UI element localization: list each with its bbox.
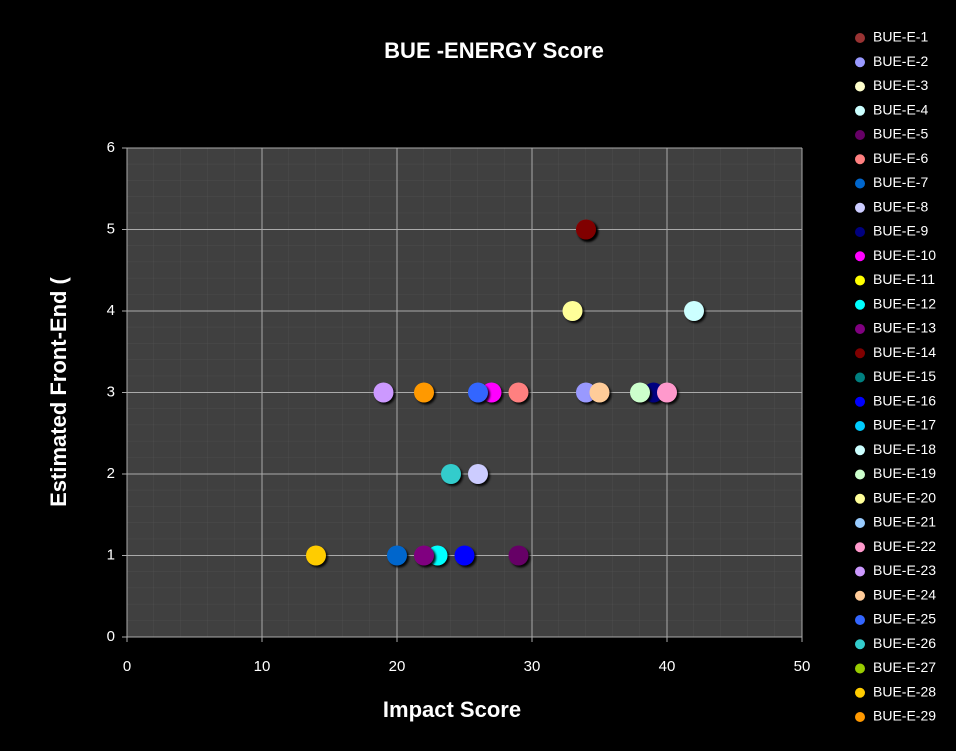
legend-label: BUE-E-13 (873, 320, 936, 336)
legend-label: BUE-E-19 (873, 465, 936, 481)
y-tick-label: 6 (107, 139, 115, 156)
legend-label: BUE-E-10 (873, 247, 936, 263)
marker (414, 545, 434, 566)
legend-label: BUE-E-9 (873, 223, 928, 239)
y-tick-label: 0 (107, 628, 115, 645)
legend-marker (855, 105, 865, 116)
legend-label: BUE-E-24 (873, 586, 936, 602)
legend-label: BUE-E-22 (873, 538, 936, 554)
y-tick-label: 2 (107, 465, 115, 482)
marker (589, 382, 610, 403)
legend-label: BUE-E-6 (873, 150, 928, 166)
legend-marker (855, 324, 865, 334)
y-tick-label: 5 (107, 220, 115, 237)
legend-label: BUE-E-3 (873, 77, 928, 93)
legend-marker (855, 178, 865, 189)
legend-label: BUE-E-29 (873, 708, 936, 724)
legend-label: BUE-E-28 (873, 683, 936, 699)
x-tick-label: 30 (524, 658, 541, 675)
legend-label: BUE-E-26 (873, 635, 936, 651)
marker (562, 301, 583, 321)
x-tick-label: 0 (123, 658, 131, 675)
marker (468, 464, 488, 484)
y-axis-label: Estimated Front-End ( (46, 276, 71, 506)
legend-label: BUE-E-18 (873, 441, 936, 457)
y-tick-label: 3 (107, 383, 115, 400)
legend-label: BUE-E-25 (873, 611, 936, 627)
marker (468, 382, 488, 403)
legend-label: BUE-E-8 (873, 198, 928, 214)
legend-label: BUE-E-11 (873, 271, 935, 287)
legend-label: BUE-E-2 (873, 53, 928, 69)
legend-marker (855, 421, 865, 431)
legend-marker (855, 445, 865, 456)
legend-label: BUE-E-23 (873, 562, 936, 578)
legend-marker (855, 154, 865, 165)
legend-label: BUE-E-16 (873, 392, 936, 408)
legend-label: BUE-E-15 (873, 368, 936, 384)
x-tick-label: 10 (254, 658, 271, 675)
legend-marker (855, 590, 865, 601)
legend-marker (855, 130, 865, 140)
legend-label: BUE-E-21 (873, 514, 936, 530)
legend-marker (855, 687, 865, 698)
legend-marker (855, 251, 865, 262)
legend-marker (855, 542, 865, 553)
chart-title: BUE -ENERGY Score (384, 38, 604, 63)
legend-marker (855, 227, 865, 237)
legend-marker (855, 639, 865, 650)
legend-marker (855, 33, 865, 43)
legend-label: BUE-E-27 (873, 659, 936, 675)
x-tick-label: 50 (794, 658, 811, 675)
legend-marker (855, 348, 865, 359)
marker (508, 382, 529, 403)
marker (454, 545, 475, 566)
marker (684, 301, 704, 321)
legend-label: BUE-E-7 (873, 174, 928, 190)
legend-marker (855, 81, 865, 92)
x-tick-label: 20 (389, 658, 406, 675)
legend-marker (855, 275, 865, 286)
legend-label: BUE-E-12 (873, 295, 936, 311)
legend-marker (855, 566, 865, 577)
legend-marker (855, 299, 865, 310)
y-tick-label: 4 (107, 302, 115, 319)
legend-label: BUE-E-5 (873, 126, 928, 142)
marker (373, 382, 394, 403)
legend-label: BUE-E-20 (873, 489, 936, 505)
marker (630, 382, 650, 403)
marker (441, 464, 461, 484)
marker (387, 545, 407, 566)
legend-marker (855, 57, 865, 68)
legend-label: BUE-E-14 (873, 344, 936, 360)
legend-marker (855, 615, 865, 625)
x-tick-label: 40 (659, 658, 676, 675)
x-axis-label: Impact Score (383, 697, 521, 722)
legend-label: BUE-E-1 (873, 29, 928, 45)
legend-marker (855, 372, 865, 383)
marker (508, 545, 529, 566)
legend-marker (855, 518, 865, 528)
marker (657, 382, 677, 403)
legend-label: BUE-E-4 (873, 101, 928, 117)
legend-marker (855, 712, 865, 722)
legend-marker (855, 202, 865, 213)
marker (414, 382, 434, 403)
legend-marker (855, 396, 865, 407)
marker (576, 219, 596, 240)
legend-marker (855, 493, 865, 504)
legend-marker (855, 663, 865, 674)
marker (306, 545, 326, 566)
legend-marker (855, 469, 865, 480)
legend-label: BUE-E-17 (873, 417, 936, 433)
y-tick-label: 1 (107, 546, 115, 563)
